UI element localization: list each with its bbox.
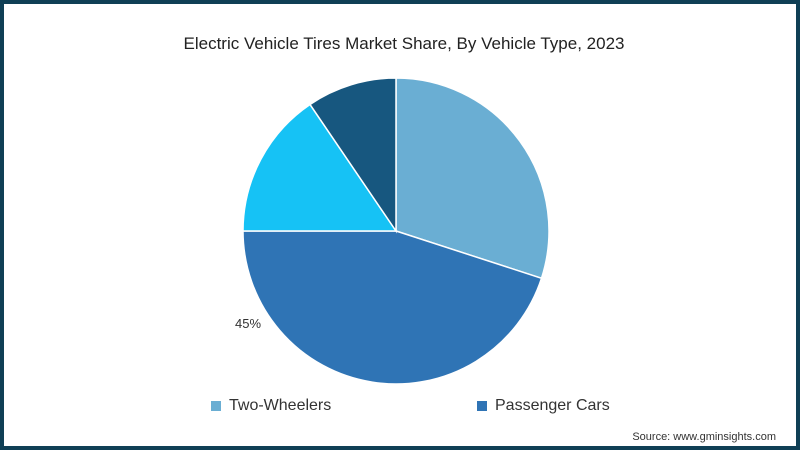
legend-label-passenger-cars: Passenger Cars: [495, 397, 610, 414]
slice-segment-4: [308, 77, 397, 234]
chart-title: Electric Vehicle Tires Market Share, By …: [183, 34, 625, 53]
slice-segment-3: [242, 103, 398, 232]
pie-chart: [242, 77, 550, 385]
legend-item-passenger-cars: Passenger Cars: [477, 397, 610, 415]
legend-item-two-wheelers: Two-Wheelers: [211, 397, 331, 415]
slice-passenger-cars: [242, 230, 543, 385]
data-label-passenger-cars: 45%: [235, 316, 262, 331]
legend-label-two-wheelers: Two-Wheelers: [229, 397, 332, 414]
slice-two-wheelers: [395, 77, 550, 280]
legend-swatch-passenger-cars: [477, 401, 487, 411]
source-note: Source: www.gminsights.com: [632, 431, 776, 443]
legend-swatch-two-wheelers: [211, 401, 221, 411]
